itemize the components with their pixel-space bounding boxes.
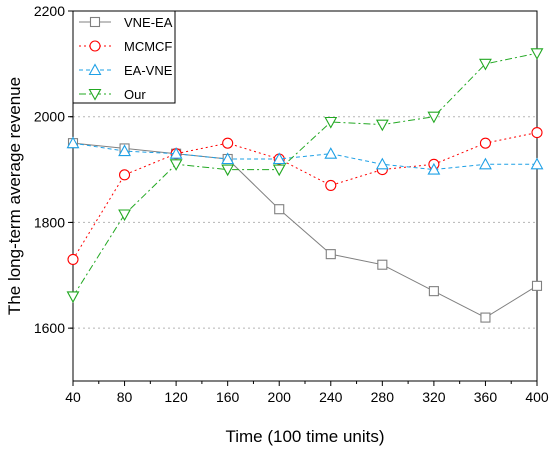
triangle-up-marker <box>169 147 183 159</box>
triangle-up-marker <box>272 152 286 165</box>
triangle-up-marker <box>530 157 544 170</box>
triangle-down-marker <box>221 164 235 177</box>
series-line <box>72 142 537 171</box>
triangle-down-marker <box>66 291 80 304</box>
series-line <box>72 142 538 319</box>
triangle-up-marker <box>427 162 441 175</box>
series-mcmcf <box>67 127 543 265</box>
triangle-down-marker <box>479 58 492 71</box>
legend-label: MCMCF <box>124 39 172 54</box>
square-marker <box>89 16 101 28</box>
circle-marker <box>222 137 234 149</box>
x-tick-label: 80 <box>117 389 133 405</box>
legend-label: Our <box>124 87 146 102</box>
triangle-down-marker <box>169 159 183 171</box>
triangle-down-marker <box>88 88 102 101</box>
grid-lines <box>73 116 537 329</box>
legend-label: EA-VNE <box>124 63 173 78</box>
triangle-down-marker <box>530 48 544 60</box>
series-ea-vne <box>66 136 544 175</box>
triangle-up-marker <box>479 157 492 170</box>
x-axis: 40 80 120 160 200 240 280 320 360 400 <box>65 381 549 405</box>
y-tick-label: 2200 <box>34 3 65 19</box>
y-axis-title: The long-term average revenue <box>5 77 24 315</box>
circle-marker <box>479 137 491 149</box>
x-tick-label: 200 <box>268 389 292 405</box>
square-marker <box>480 312 491 323</box>
triangle-up-marker <box>118 144 131 157</box>
series-line <box>72 52 538 297</box>
series-line <box>72 132 538 260</box>
legend-label: VNE-EA <box>124 15 173 30</box>
square-marker <box>428 286 439 297</box>
circle-marker <box>119 169 131 181</box>
triangle-down-marker <box>324 116 338 129</box>
circle-marker <box>67 253 79 265</box>
square-marker <box>325 249 336 260</box>
x-tick-label: 320 <box>422 389 446 405</box>
x-tick-label: 40 <box>65 389 81 405</box>
square-marker <box>274 204 285 215</box>
circle-marker <box>325 179 337 191</box>
triangle-down-marker <box>375 119 389 132</box>
y-tick-label: 2000 <box>34 109 65 125</box>
y-tick-label: 1600 <box>34 320 65 336</box>
x-tick-label: 240 <box>319 389 343 405</box>
triangle-up-marker <box>221 152 235 165</box>
y-tick-label: 1800 <box>34 214 65 230</box>
y-axis: 1600 1800 2000 2200 <box>34 3 73 336</box>
square-marker <box>377 259 388 270</box>
x-tick-label: 280 <box>371 389 395 405</box>
triangle-down-marker <box>427 111 441 124</box>
series-our <box>66 48 544 304</box>
x-tick-label: 160 <box>216 389 240 405</box>
legend: VNE-EA MCMCF EA-VNE Our <box>72 10 176 104</box>
triangle-up-marker <box>324 147 338 159</box>
series-layer <box>66 48 544 323</box>
square-marker <box>531 280 543 291</box>
x-tick-label: 400 <box>525 389 549 405</box>
x-tick-label: 360 <box>474 389 498 405</box>
x-tick-label: 120 <box>164 389 188 405</box>
triangle-down-marker <box>118 209 131 222</box>
triangle-down-marker <box>272 164 286 177</box>
triangle-up-marker <box>88 63 102 76</box>
triangle-up-marker <box>66 136 80 149</box>
x-axis-title: Time (100 time units) <box>225 427 384 446</box>
triangle-up-marker <box>375 157 389 170</box>
circle-marker <box>89 40 101 52</box>
circle-marker <box>531 127 543 139</box>
